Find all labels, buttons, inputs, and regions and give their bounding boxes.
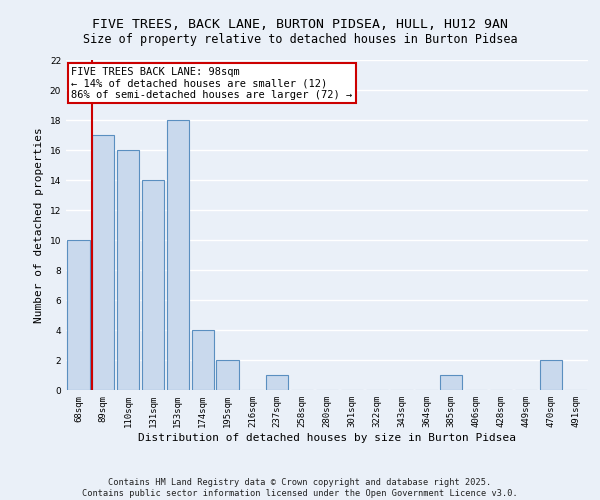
Text: FIVE TREES BACK LANE: 98sqm
← 14% of detached houses are smaller (12)
86% of sem: FIVE TREES BACK LANE: 98sqm ← 14% of det…: [71, 66, 352, 100]
Bar: [539, 360, 562, 390]
Bar: [117, 150, 139, 390]
X-axis label: Distribution of detached houses by size in Burton Pidsea: Distribution of detached houses by size …: [138, 432, 516, 442]
Bar: [92, 135, 115, 390]
Bar: [266, 375, 289, 390]
Bar: [440, 375, 463, 390]
Text: Size of property relative to detached houses in Burton Pidsea: Size of property relative to detached ho…: [83, 32, 517, 46]
Y-axis label: Number of detached properties: Number of detached properties: [34, 127, 44, 323]
Bar: [67, 240, 89, 390]
Bar: [217, 360, 239, 390]
Bar: [191, 330, 214, 390]
Bar: [142, 180, 164, 390]
Text: Contains HM Land Registry data © Crown copyright and database right 2025.
Contai: Contains HM Land Registry data © Crown c…: [82, 478, 518, 498]
Text: FIVE TREES, BACK LANE, BURTON PIDSEA, HULL, HU12 9AN: FIVE TREES, BACK LANE, BURTON PIDSEA, HU…: [92, 18, 508, 30]
Bar: [167, 120, 189, 390]
